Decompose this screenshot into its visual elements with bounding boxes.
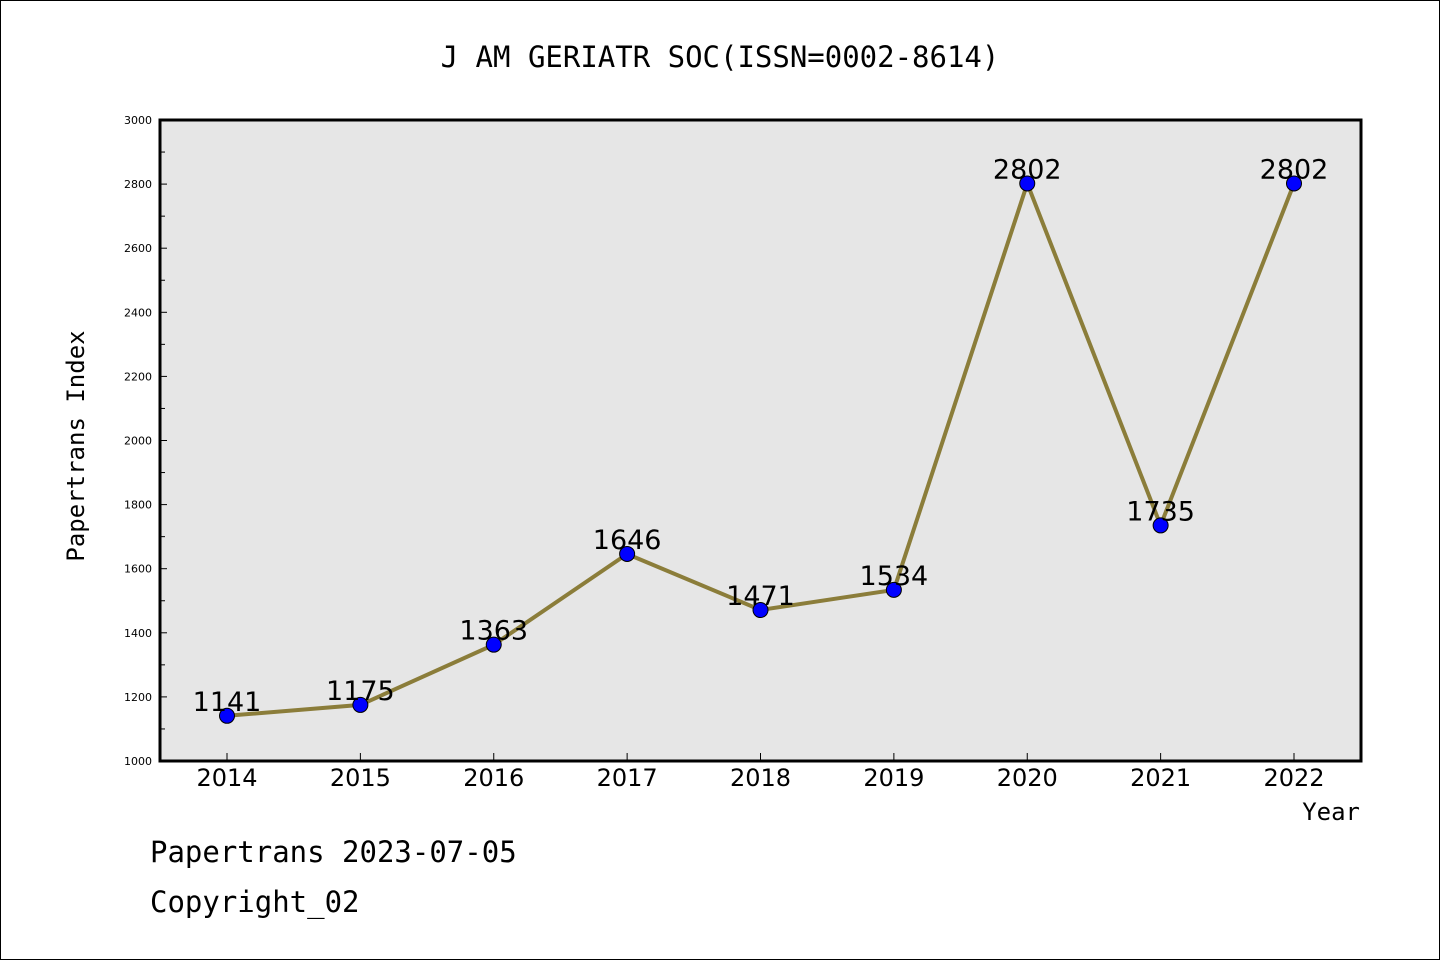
y-tick-label: 2200 bbox=[124, 370, 152, 383]
y-tick-label: 1000 bbox=[124, 755, 152, 768]
y-tick-label: 1200 bbox=[124, 691, 152, 704]
footer-date: Papertrans 2023-07-05 bbox=[150, 835, 517, 869]
data-point bbox=[1019, 175, 1036, 192]
data-point bbox=[219, 707, 235, 724]
plot-area bbox=[158, 118, 1363, 763]
y-tick-label: 1800 bbox=[124, 499, 152, 512]
data-label: 1363 bbox=[459, 616, 528, 647]
y-tick-label: 2800 bbox=[124, 178, 152, 191]
y-tick-label: 1600 bbox=[124, 563, 152, 576]
markers-group bbox=[219, 175, 1302, 724]
y-tick-label: 2000 bbox=[124, 435, 152, 448]
footer-copyright: Copyright_02 bbox=[150, 885, 360, 919]
data-point bbox=[485, 636, 502, 653]
y-axis-label: Papertrans Index bbox=[62, 330, 90, 561]
data-point bbox=[885, 581, 902, 598]
x-tick-label: 2020 bbox=[997, 764, 1058, 792]
data-point bbox=[619, 545, 636, 562]
y-axis: 1000 1200 1400 1600 1800 2000 2200 2400 2600 2800… bbox=[124, 114, 167, 768]
x-tick-label: 2016 bbox=[463, 764, 524, 792]
data-point bbox=[352, 696, 369, 713]
data-label: 1646 bbox=[593, 525, 662, 556]
data-label: 1534 bbox=[860, 561, 929, 592]
x-tick-label: 2015 bbox=[330, 764, 391, 792]
x-tick-label: 2019 bbox=[863, 764, 924, 792]
x-tick-label: 2022 bbox=[1263, 764, 1324, 792]
data-point bbox=[1152, 517, 1169, 534]
data-labels-group: 1141 1175 1363 1646 1471 1534 2802 1735 2802 bbox=[193, 154, 1329, 717]
x-tick-label: 2021 bbox=[1130, 764, 1191, 792]
data-label: 1735 bbox=[1126, 496, 1195, 527]
y-tick-label: 3000 bbox=[124, 114, 152, 127]
data-label: 2802 bbox=[993, 154, 1062, 185]
data-label: 2802 bbox=[1260, 154, 1329, 185]
y-tick-label: 2600 bbox=[124, 242, 152, 255]
x-axis-label: Year bbox=[1302, 798, 1360, 826]
data-label: 1175 bbox=[326, 676, 395, 707]
x-tick-label: 2017 bbox=[597, 764, 658, 792]
y-tick-label: 1400 bbox=[124, 627, 152, 640]
data-label: 1141 bbox=[193, 687, 262, 718]
data-label: 1471 bbox=[726, 581, 795, 612]
x-tick-label: 2014 bbox=[196, 764, 257, 792]
y-tick-label: 2400 bbox=[124, 306, 152, 319]
chart-title: J AM GERIATR SOC(ISSN=0002-8614) bbox=[441, 40, 1000, 74]
x-axis: 2014 2015 2016 2017 2018 2019 2020 2021 2022 bbox=[196, 753, 1325, 792]
data-point bbox=[1286, 175, 1302, 192]
x-tick-label: 2018 bbox=[730, 764, 791, 792]
data-point bbox=[752, 602, 769, 619]
